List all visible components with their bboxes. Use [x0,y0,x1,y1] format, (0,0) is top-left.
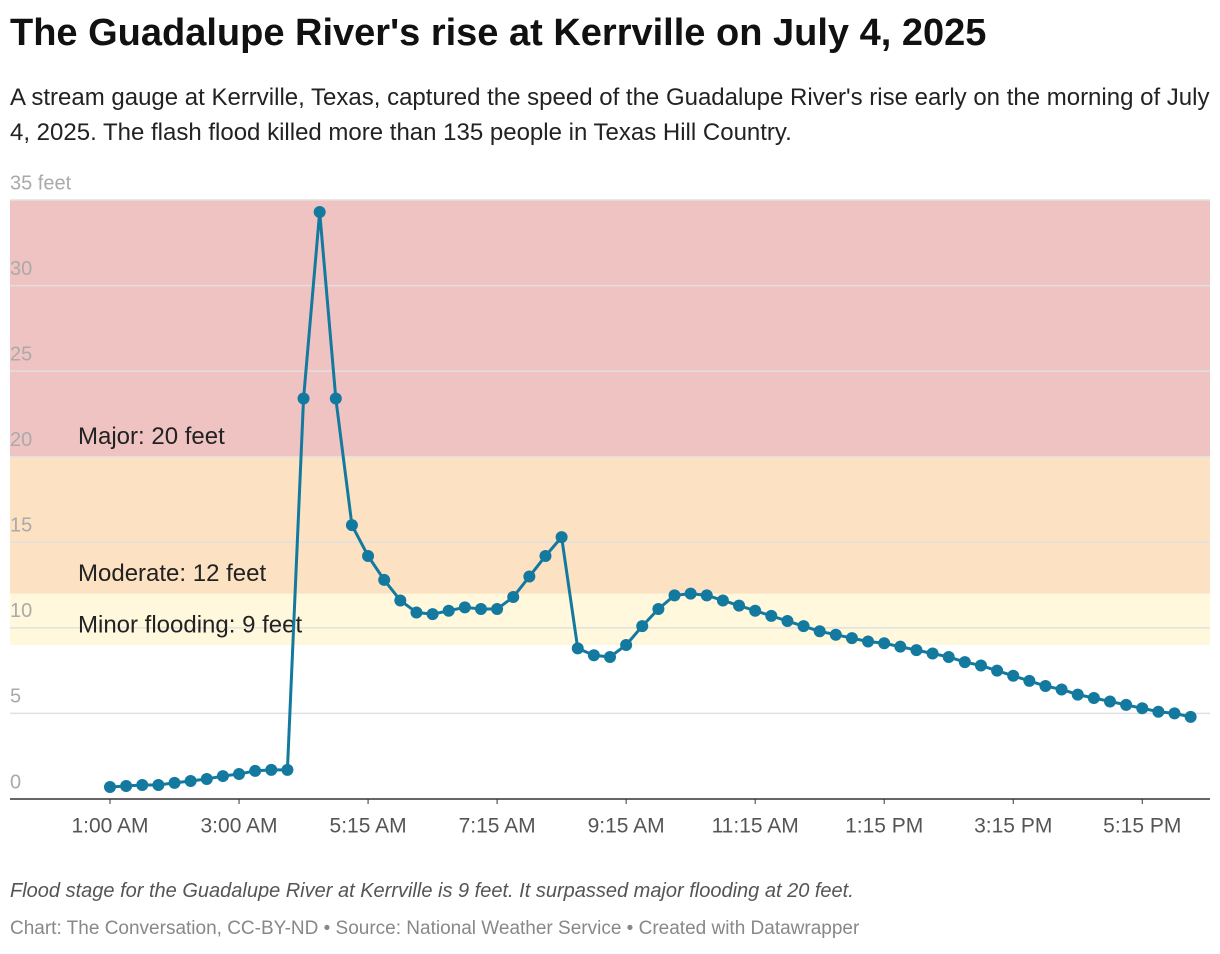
data-point [829,628,842,641]
data-point [426,608,439,621]
data-point [216,770,229,783]
data-point [716,594,729,607]
data-point [571,642,584,655]
chart-credit: Chart: The Conversation, CC-BY-ND • Sour… [10,918,860,939]
data-point [942,650,955,663]
data-point [442,604,455,617]
data-point [700,589,713,602]
y-tick-label: 30 [10,258,32,280]
band-label: Major: 20 feet [78,423,225,450]
x-tick-label: 11:15 AM [712,815,799,838]
data-point [281,763,294,776]
data-point [474,603,487,616]
data-point [1136,702,1149,715]
data-point [539,549,552,562]
chart-title: The Guadalupe River's rise at Kerrville … [10,12,987,54]
x-tick-label: 3:15 PM [974,815,1052,838]
data-point [910,644,923,657]
data-point [152,778,165,791]
data-point [297,392,310,405]
data-point [974,659,987,672]
data-point [620,638,633,651]
flood-band [10,456,1210,594]
data-point [991,664,1004,677]
x-tick-label: 1:15 PM [845,815,923,838]
data-point [587,649,600,662]
data-point [233,768,246,781]
data-point [507,591,520,604]
data-point [410,606,423,619]
y-tick-label: 5 [10,686,21,708]
data-point [958,656,971,669]
data-point [555,531,568,544]
data-point [878,637,891,650]
data-point [200,772,213,785]
chart-note: Flood stage for the Guadalupe River at K… [10,880,854,902]
y-tick-label: 0 [10,771,21,793]
data-point [120,779,133,792]
data-point [458,601,471,614]
data-point [684,587,697,600]
data-point [1039,680,1052,693]
band-label: Moderate: 12 feet [78,560,266,587]
data-point [1184,710,1197,723]
data-point [797,620,810,633]
y-tick-label: 35 feet [10,172,72,194]
data-point [733,599,746,612]
data-point [1168,707,1181,720]
data-point [329,392,342,405]
y-tick-label: 25 [10,343,32,365]
data-point [668,589,681,602]
band-label: Minor flooding: 9 feet [78,611,302,638]
data-point [894,640,907,653]
y-tick-label: 15 [10,515,32,537]
data-point [749,604,762,617]
data-point [1023,674,1036,687]
data-point [249,764,262,777]
data-point [1104,695,1116,708]
data-point [1120,698,1133,711]
data-point [523,570,536,583]
chart-subtitle: A stream gauge at Kerrville, Texas, capt… [10,84,1210,146]
data-point [813,625,826,638]
y-tick-label: 10 [10,600,32,622]
data-point [765,609,778,622]
data-point [378,573,391,586]
data-point [1152,705,1165,718]
data-point [491,603,504,616]
data-point [265,763,278,776]
x-tick-label: 5:15 AM [330,815,407,838]
data-point [345,519,358,532]
data-point [1055,683,1068,696]
data-point [1007,669,1020,682]
x-tick-label: 5:15 PM [1103,815,1181,838]
x-tick-label: 1:00 AM [71,815,148,838]
x-tick-label: 7:15 AM [459,815,536,838]
data-point [926,647,939,660]
x-tick-label: 9:15 AM [588,815,665,838]
data-point [1071,688,1084,701]
data-point [1087,692,1100,705]
x-tick-label: 3:00 AM [201,815,278,838]
chart: 0 5 10 15 20 25 30 35 feet Minor flooding: 9 fee… [10,172,1210,838]
data-point [652,603,665,616]
data-point [781,615,794,628]
y-tick-label: 20 [10,429,32,451]
flood-band [10,200,1210,457]
data-point [313,205,326,218]
data-point [845,632,858,645]
data-point [168,776,181,789]
data-point [136,778,149,791]
data-point [394,594,407,607]
data-point [362,549,375,562]
data-point [636,620,649,633]
data-point [184,775,197,788]
data-point [104,781,116,794]
data-point [604,650,616,663]
data-point [862,635,875,648]
flood-band [10,593,1210,645]
